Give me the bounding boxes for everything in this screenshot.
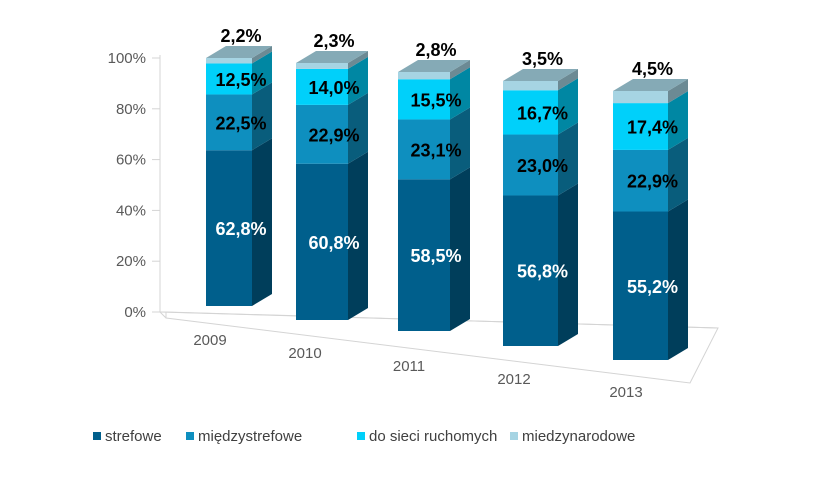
data-label: 23,0%: [517, 156, 568, 176]
bar-2013: [613, 79, 688, 360]
data-label: 22,9%: [627, 172, 678, 192]
x-category-label: 2012: [497, 371, 530, 388]
data-label: 2,8%: [415, 40, 456, 60]
data-label: 2,3%: [313, 31, 354, 51]
bar-segment-2-front: [398, 79, 450, 120]
bars: 62,8% 22,5% 12,5% 2,2% 60,8% 22,9% 14,0% 2,3% 58…: [206, 26, 688, 360]
bar-segment-1-side: [450, 107, 470, 180]
bar-segment-2-front: [296, 68, 348, 105]
bar-segment-3-front: [503, 81, 558, 91]
data-label: 62,8%: [215, 219, 266, 239]
legend-label: miedzynarodowe: [522, 428, 635, 445]
data-label: 14,0%: [308, 78, 359, 98]
bar-segment-1-side: [558, 122, 578, 196]
legend-item: miedzynarodowe: [510, 428, 635, 445]
x-category-label: 2013: [609, 384, 642, 401]
bar-2010: [296, 51, 368, 320]
data-label: 16,7%: [517, 103, 568, 123]
floor: [159, 311, 719, 384]
bar-segment-0-front: [296, 163, 348, 320]
bar-top-cap: [613, 79, 688, 91]
y-tick-label: 20%: [116, 253, 146, 270]
x-category-label: 2009: [193, 332, 226, 349]
bar-segment-1-front: [296, 104, 348, 164]
bar-segment-2-side: [348, 56, 368, 105]
bar-segment-3-side: [348, 51, 368, 69]
bar-segment-0-side: [348, 151, 368, 320]
data-label: 23,1%: [410, 140, 461, 160]
bar-segment-3-side: [252, 46, 272, 64]
data-label: 58,5%: [410, 246, 461, 266]
bar-segment-1-front: [398, 119, 450, 180]
x-category-label: 2011: [393, 358, 425, 375]
data-label: 15,5%: [410, 90, 461, 110]
bar-segment-2-front: [206, 63, 252, 95]
bar-segment-1-side: [668, 137, 688, 212]
bar-segment-0-front: [613, 211, 668, 360]
data-label: 22,5%: [215, 113, 266, 133]
legend-swatch: [186, 432, 194, 440]
legend-swatch: [510, 432, 518, 440]
bar-segment-0-front: [503, 195, 558, 346]
bar-top-cap: [206, 46, 272, 58]
bar-2011: [398, 60, 470, 331]
bar-segment-0-front: [398, 179, 450, 331]
y-tick-label: 80%: [116, 101, 146, 118]
legend-item: strefowe: [93, 428, 162, 445]
data-label: 55,2%: [627, 277, 678, 297]
bar-segment-3-side: [558, 69, 578, 91]
x-category-label: 2010: [288, 345, 321, 362]
bar-segment-3-side: [450, 60, 470, 80]
x-axis-categories: 2009 2010 2011 2012 2013: [193, 332, 642, 401]
bar-top-cap: [503, 69, 578, 81]
bar-top-cap: [398, 60, 470, 72]
y-axis-ticks: 0% 20% 40% 60% 80% 100%: [108, 50, 160, 321]
bar-top-cap: [296, 51, 368, 63]
bar-segment-3-front: [613, 91, 668, 104]
legend-item: do sieci ruchomych: [357, 428, 497, 445]
bar-segment-0-side: [450, 167, 470, 331]
bar-segment-2-front: [613, 103, 668, 150]
bar-segment-0-front: [206, 150, 252, 306]
y-tick-label: 0%: [124, 304, 146, 321]
data-label: 17,4%: [627, 118, 678, 138]
bar-segment-3-front: [398, 72, 450, 80]
bar-segment-0-side: [558, 183, 578, 346]
data-label: 2,2%: [220, 26, 261, 46]
y-tick-label: 100%: [108, 50, 146, 67]
data-label: 3,5%: [522, 49, 563, 69]
bar-segment-2-side: [450, 67, 470, 120]
bar-segment-1-side: [252, 82, 272, 151]
legend-item: międzystrefowe: [186, 428, 302, 445]
bar-segment-1-front: [613, 149, 668, 212]
y-tick-label: 40%: [116, 202, 146, 219]
bar-2012: [503, 69, 578, 346]
bar-segment-1-front: [503, 134, 558, 196]
legend-swatch: [357, 432, 365, 440]
data-label: 12,5%: [215, 70, 266, 90]
bar-segment-3-side: [668, 79, 688, 104]
data-label: 4,5%: [632, 59, 673, 79]
bar-2009: [206, 46, 272, 306]
legend-label: strefowe: [105, 428, 162, 445]
bar-segment-3-front: [296, 63, 348, 69]
legend-label: międzystrefowe: [198, 428, 302, 445]
bar-segment-2-side: [558, 78, 578, 135]
bar-segment-2-side: [668, 91, 688, 150]
legend-label: do sieci ruchomych: [369, 428, 497, 445]
bar-segment-3-front: [206, 58, 252, 64]
legend-swatch: [93, 432, 101, 440]
bar-segment-1-front: [206, 94, 252, 151]
data-label: 22,9%: [308, 125, 359, 145]
y-tick-label: 60%: [116, 152, 146, 169]
data-label: 60,8%: [308, 233, 359, 253]
legend: strefowe międzystrefowe do sieci ruchomych…: [93, 428, 635, 445]
bar-segment-0-side: [668, 199, 688, 360]
bar-segment-0-side: [252, 138, 272, 306]
bar-segment-2-front: [503, 90, 558, 135]
bar-segment-1-side: [348, 92, 368, 164]
bar-segment-2-side: [252, 51, 272, 95]
data-label: 56,8%: [517, 262, 568, 282]
